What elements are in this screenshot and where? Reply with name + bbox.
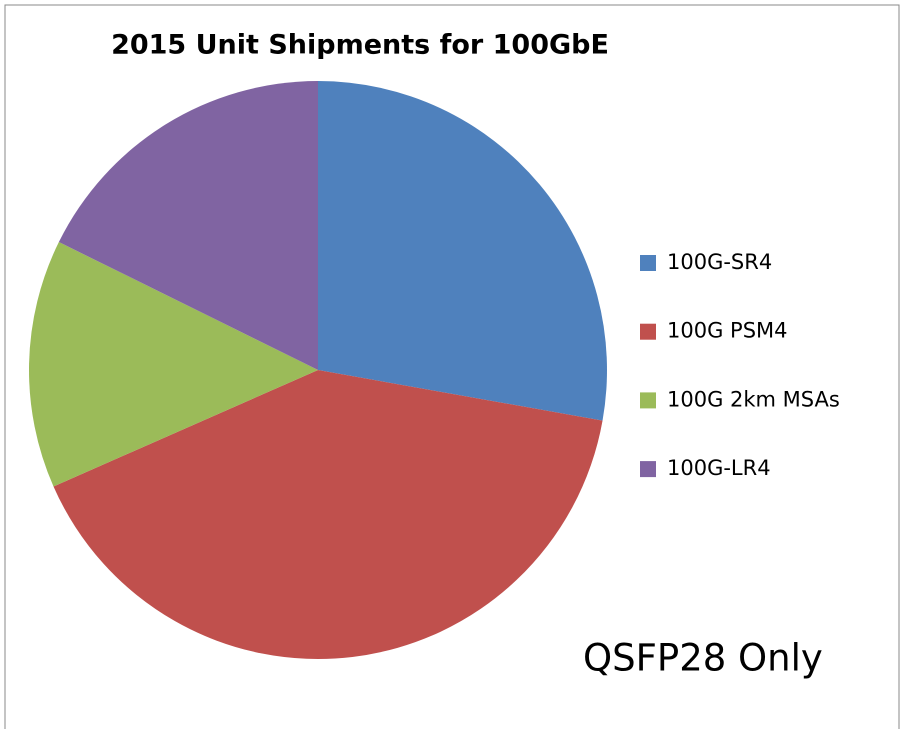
legend-swatch bbox=[640, 461, 656, 478]
legend-label: 100G-SR4 bbox=[667, 250, 772, 274]
legend-swatch bbox=[640, 392, 656, 409]
pie-slice bbox=[53, 370, 603, 659]
legend-swatch bbox=[640, 323, 656, 340]
legend-label: 100G PSM4 bbox=[667, 319, 788, 343]
pie-slice bbox=[318, 81, 607, 421]
chart-title: 2015 Unit Shipments for 100GbE bbox=[111, 30, 609, 61]
legend-label: 100G 2km MSAs bbox=[667, 387, 840, 411]
pie-slice bbox=[29, 242, 318, 487]
legend-swatch bbox=[640, 255, 656, 271]
annotation: QSFP28 Only bbox=[583, 637, 823, 680]
legend-label: 100G-LR4 bbox=[667, 456, 771, 480]
pie-slice bbox=[58, 81, 319, 370]
